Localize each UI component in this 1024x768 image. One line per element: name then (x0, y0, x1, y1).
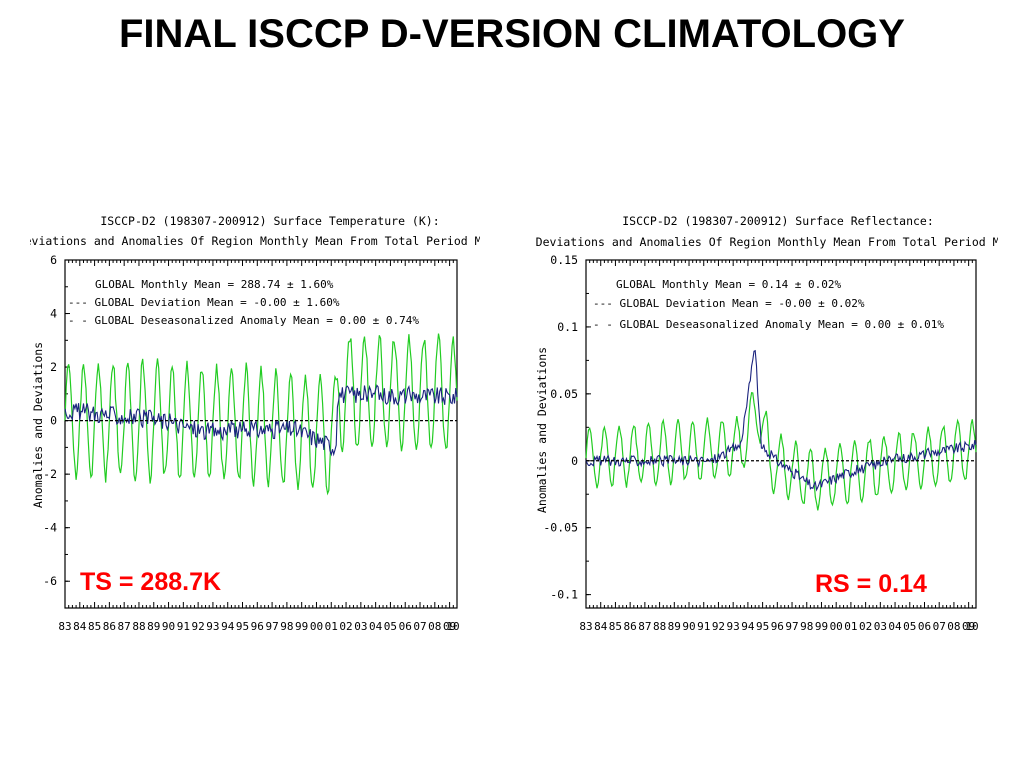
x-tick-label: 97 (785, 620, 798, 633)
x-tick-label: 08 (947, 620, 960, 633)
x-tick-label: 04 (888, 620, 902, 633)
x-tick-label: 91 (177, 620, 190, 633)
x-tick-label: 89 (668, 620, 681, 633)
x-tick-label: 07 (413, 620, 426, 633)
x-tick-label: 00 (310, 620, 323, 633)
legend-entry: - - GLOBAL Deseasonalized Anomaly Mean =… (593, 318, 944, 331)
slide-title: FINAL ISCCP D-VERSION CLIMATOLOGY (119, 12, 905, 56)
y-tick-labels: 0.15 0.1 0.05 0 -0.05 -0.1 (543, 253, 591, 602)
y-tick-label: -2 (43, 467, 57, 481)
deviation-series-line (64, 333, 458, 496)
x-tick-label: 10 (446, 620, 459, 633)
x-tick-label: 07 (933, 620, 946, 633)
deviation-series-line (585, 391, 977, 511)
x-tick-label: 98 (800, 620, 813, 633)
x-tick-label: 05 (384, 620, 397, 633)
x-tick-label: 04 (369, 620, 383, 633)
rs-callout: RS = 0.14 (815, 570, 927, 598)
x-tick-label: 03 (354, 620, 367, 633)
y-tick-label: -4 (43, 521, 57, 535)
legend-entry: --- GLOBAL Deviation Mean = -0.00 ± 0.02… (593, 297, 865, 310)
y-tick-label: 0.1 (557, 320, 578, 334)
x-tick-label: 95 (756, 620, 769, 633)
x-tick-label: 84 (73, 620, 87, 633)
x-tick-label: 93 (206, 620, 219, 633)
x-tick-label: 92 (192, 620, 205, 633)
plot-marks (64, 333, 458, 496)
y-tick-label: -0.05 (543, 521, 578, 535)
x-tick-label: 88 (653, 620, 666, 633)
chart-title: ISCCP-D2 (198307-200912) Surface Reflect… (622, 214, 934, 228)
anomaly-series-line (585, 349, 977, 492)
y-tick-labels: 6 4 2 0 -2 -4 -6 (43, 253, 70, 588)
x-tick-label: 90 (162, 620, 175, 633)
y-tick-label: 4 (50, 307, 57, 321)
y-tick-label: 0.15 (550, 253, 578, 267)
chart-subtitle: Deviations and Anomalies Of Region Month… (30, 234, 480, 248)
x-tick-label: 09 (443, 620, 456, 633)
y-tick-label: 0 (50, 414, 57, 428)
ts-callout: TS = 288.7K (80, 568, 221, 596)
x-tick-label: 03 (874, 620, 887, 633)
y-tick-label: 2 (50, 360, 57, 374)
x-tick-label: 01 (844, 620, 857, 633)
x-tick-label: 92 (712, 620, 725, 633)
surface-temperature-chart: ISCCP-D2 (198307-200912) Surface Tempera… (30, 205, 480, 645)
x-tick-label: 85 (88, 620, 101, 633)
x-tick-label: 02 (859, 620, 872, 633)
legend-entry: GLOBAL Monthly Mean = 0.14 ± 0.02% (616, 278, 842, 291)
y-axis-label: Anomalies and Deviations (31, 342, 45, 508)
x-tick-label: 86 (103, 620, 116, 633)
x-tick-label: 05 (903, 620, 916, 633)
x-tick-label: 87 (118, 620, 131, 633)
x-tick-label: 02 (339, 620, 352, 633)
x-tick-label: 83 (579, 620, 592, 633)
y-tick-label: 0 (571, 454, 578, 468)
legend-entry: GLOBAL Monthly Mean = 288.74 ± 1.60% (95, 278, 334, 291)
legend-entry: --- GLOBAL Deviation Mean = -0.00 ± 1.60… (68, 296, 340, 309)
x-tick-label: 08 (428, 620, 441, 633)
x-tick-label: 87 (638, 620, 651, 633)
chart-subtitle: Deviations and Anomalies Of Region Month… (536, 235, 998, 249)
x-tick-label: 01 (325, 620, 338, 633)
plot-frame (64, 259, 458, 609)
x-tick-label: 00 (830, 620, 843, 633)
x-tick-label: 84 (594, 620, 608, 633)
x-tick-label: 93 (727, 620, 740, 633)
y-axis-label: Anomalies and Deviations (535, 347, 549, 513)
x-tick-label: 90 (682, 620, 695, 633)
chart-title: ISCCP-D2 (198307-200912) Surface Tempera… (100, 214, 439, 228)
x-tick-label: 88 (132, 620, 145, 633)
y-tick-label: 6 (50, 253, 57, 267)
x-tick-label: 91 (697, 620, 710, 633)
x-tick-label: 96 (251, 620, 264, 633)
anomaly-series-line (64, 384, 458, 457)
plot-frame (585, 259, 977, 609)
surface-temperature-svg: ISCCP-D2 (198307-200912) Surface Tempera… (30, 214, 480, 633)
x-tick-label: 06 (918, 620, 931, 633)
y-tick-label: -6 (43, 574, 57, 588)
x-tick-label: 97 (265, 620, 278, 633)
plot-marks (585, 349, 977, 511)
surface-reflectance-svg: ISCCP-D2 (198307-200912) Surface Reflect… (535, 214, 998, 633)
x-tick-label: 94 (741, 620, 755, 633)
y-tick-label: 0.05 (550, 387, 578, 401)
x-tick-label: 09 (962, 620, 975, 633)
x-tick-label: 99 (815, 620, 828, 633)
x-tick-label: 06 (399, 620, 412, 633)
x-tick-label: 10 (965, 620, 978, 633)
x-tick-label: 99 (295, 620, 308, 633)
x-tick-label: 98 (280, 620, 293, 633)
y-tick-label: -0.1 (550, 588, 578, 602)
x-tick-label: 89 (147, 620, 160, 633)
x-tick-label: 86 (624, 620, 637, 633)
legend-entry: - - GLOBAL Deseasonalized Anomaly Mean =… (68, 314, 419, 327)
x-tick-label: 83 (58, 620, 71, 633)
x-tick-label: 85 (609, 620, 622, 633)
x-tick-label: 94 (221, 620, 235, 633)
x-tick-label: 96 (771, 620, 784, 633)
surface-reflectance-chart: ISCCP-D2 (198307-200912) Surface Reflect… (533, 205, 998, 645)
x-tick-label: 95 (236, 620, 249, 633)
